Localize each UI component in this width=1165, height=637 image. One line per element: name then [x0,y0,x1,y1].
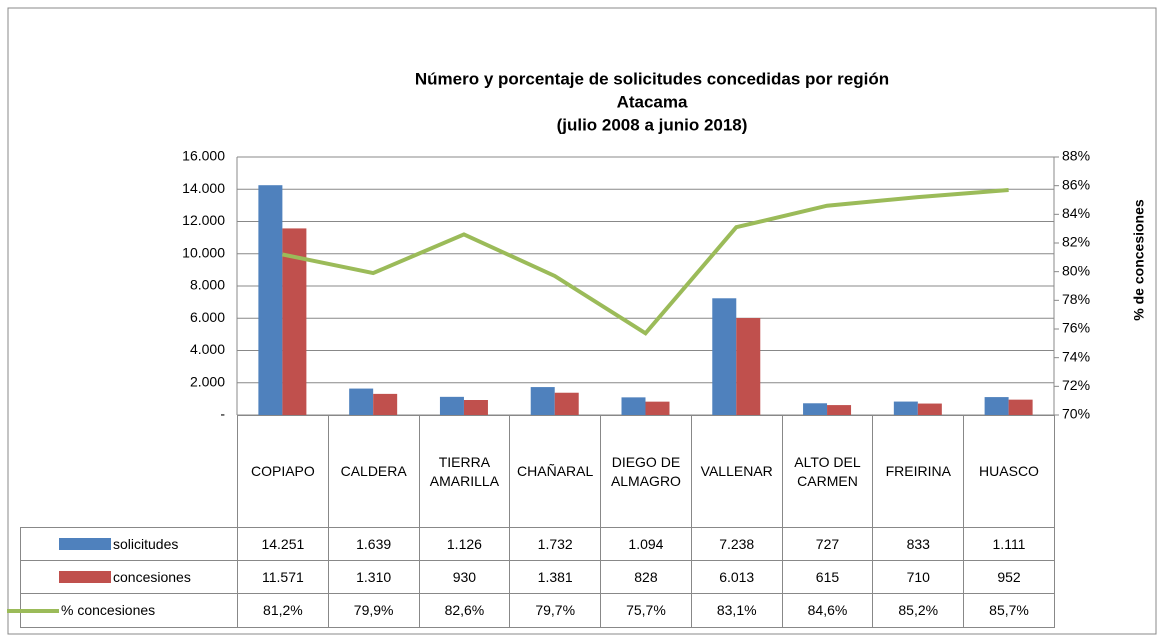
legend-label: solicitudes [113,535,179,552]
legend-cell: solicitudes [20,527,238,561]
bar [803,403,828,415]
bar [621,397,646,415]
value-cell: 14.251 [237,527,329,561]
bar [645,401,670,415]
value-cell: 85,7% [963,593,1055,628]
chart-border [7,7,1157,635]
value-cell: 952 [963,560,1055,594]
y2-tick-label: 74% [1062,348,1090,364]
y2-tick-label: 70% [1062,406,1090,422]
bar [373,393,398,415]
y-tick-label: 6.000 [190,309,225,325]
chart-title: (julio 2008 a junio 2018) [557,115,748,134]
category-cell: TIERRA AMARILLA [418,415,511,528]
bar [463,400,488,415]
blank-cell [21,416,238,528]
bar [712,298,737,415]
value-cell: 1.381 [509,560,602,594]
category-cell: HUASCO [963,415,1055,528]
y-tick-label: 12.000 [182,212,225,228]
legend-key [59,571,111,583]
y-tick-label: 10.000 [182,244,225,260]
y-tick-label: 8.000 [190,277,225,293]
category-cell: ALTO DEL CARMEN [781,415,874,528]
y-tick-label: 4.000 [190,341,225,357]
bar [917,403,942,415]
bar [827,405,852,415]
y2-tick-label: 86% [1062,176,1090,192]
y2-tick-label: 88% [1062,148,1090,164]
y-tick-label: 16.000 [182,148,225,164]
chart-title: Número y porcentaje de solicitudes conce… [415,69,889,88]
y-tick-label: - [220,406,225,422]
legend-label: concesiones [113,568,191,585]
bar [439,396,464,415]
value-cell: 828 [600,560,692,594]
legend-cell: % concesiones [7,593,238,628]
y-tick-label: 2.000 [190,373,225,389]
value-cell: 11.571 [237,560,329,594]
y2-tick-label: 78% [1062,291,1090,307]
legend-label: % concesiones [61,602,156,618]
legend-key [7,608,59,613]
bar [736,318,761,415]
series-row: % concesiones 81,2% 79,9% 82,6% 79,7% 75,7% 83… [7,593,1055,628]
chart-title: Atacama [617,92,688,111]
value-cell: 615 [781,560,874,594]
value-cell: 1.111 [963,527,1055,561]
bar [554,392,579,415]
bar [1008,399,1033,415]
value-cell: 1.094 [600,527,692,561]
bar [258,185,283,415]
value-cell: 6.013 [690,560,783,594]
value-cell: 1.639 [327,527,420,561]
value-cell: 833 [872,527,965,561]
legend-cell: concesiones [20,560,238,594]
y2-tick-label: 76% [1062,320,1090,336]
value-cell: 82,6% [418,593,511,628]
series-row: concesiones 11.571 1.310 930 1.381 828 6.013 61… [20,560,1055,594]
value-cell: 1.732 [509,527,602,561]
category-cell: CALDERA [327,415,420,528]
value-cell: 7.238 [690,527,783,561]
y2-tick-label: 80% [1062,262,1090,278]
category-cell: DIEGO DE ALMAGRO [600,415,692,528]
legend-key [59,538,111,550]
value-cell: 930 [418,560,511,594]
value-cell: 1.126 [418,527,511,561]
value-cell: 85,2% [872,593,965,628]
value-cell: 81,2% [237,593,329,628]
y2-tick-label: 72% [1062,377,1090,393]
category-cell: FREIRINA [872,415,965,528]
value-cell: 79,7% [509,593,602,628]
value-cell: 1.310 [327,560,420,594]
category-cell: COPIAPO [237,415,329,528]
y2-tick-label: 82% [1062,234,1090,250]
bar [984,397,1009,415]
bar [349,388,374,415]
line [281,187,1009,336]
value-cell: 75,7% [600,593,692,628]
value-cell: 83,1% [690,593,783,628]
y2-axis-label: % de concesiones [1131,199,1147,321]
y-tick-label: 14.000 [182,180,225,196]
bar [530,387,555,415]
series-row: solicitudes 14.251 1.639 1.126 1.732 1.094 7.2… [20,527,1055,561]
bar [893,401,918,415]
category-cell: VALLENAR [690,415,783,528]
y2-tick-label: 84% [1062,205,1090,221]
value-cell: 710 [872,560,965,594]
value-cell: 84,6% [781,593,874,628]
value-cell: 79,9% [327,593,420,628]
category-cell: CHAÑARAL [509,415,602,528]
data-table: COPIAPO CALDERA TIERRA AMARILLA CHAÑARAL DIE… [7,415,1055,628]
value-cell: 727 [781,527,874,561]
category-row: COPIAPO CALDERA TIERRA AMARILLA CHAÑARAL DIE… [21,415,1055,528]
